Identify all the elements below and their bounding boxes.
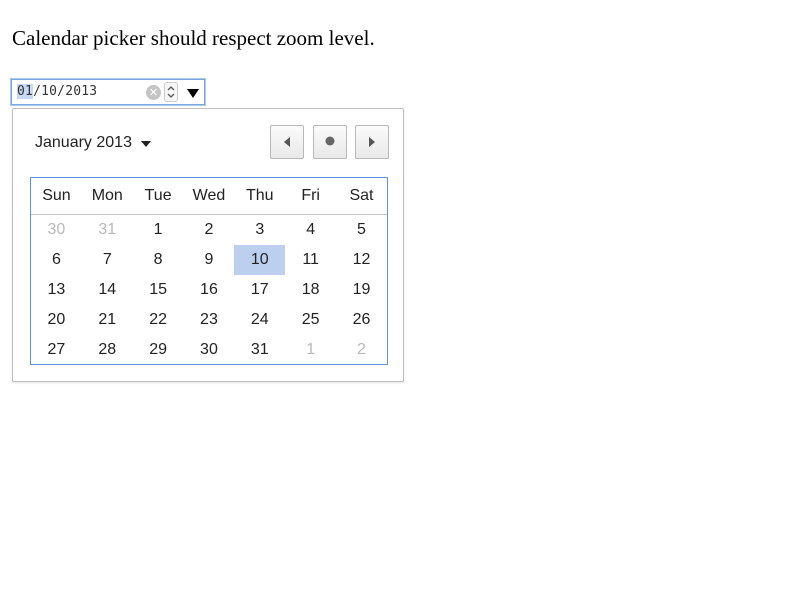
weekday-label: Tue	[144, 187, 172, 204]
weekday-header: Sun Mon Tue Wed Thu Fri Sat	[31, 178, 387, 215]
today-button[interactable]	[313, 125, 347, 159]
day-cell[interactable]: 6	[51, 251, 61, 268]
day-cell[interactable]: 2	[357, 341, 366, 358]
weekday-label: Mon	[91, 187, 123, 204]
day-cell[interactable]: 27	[47, 341, 66, 358]
week-row: 13 14 15 16 17 18 19	[31, 275, 387, 305]
day-cell[interactable]: 28	[98, 341, 117, 358]
day-cell[interactable]: 12	[352, 251, 371, 268]
day-cell[interactable]: 7	[102, 251, 112, 268]
day-cell[interactable]: 2	[204, 221, 214, 238]
weekday-label: Sun	[42, 187, 71, 204]
date-separator: /	[57, 84, 66, 99]
week-row: 30 31 1 2 3 4 5	[31, 215, 387, 245]
weekday-label: Sat	[349, 187, 374, 204]
day-cell[interactable]: 9	[204, 251, 214, 268]
day-cell[interactable]: 16	[200, 281, 218, 298]
calendar-days: 30 31 1 2 3 4 5 6 7 8 9 10 11 12 13 14 1…	[31, 215, 387, 365]
spin-button-icon[interactable]	[164, 82, 178, 102]
month-segment[interactable]: 01	[17, 84, 34, 99]
day-cell[interactable]: 21	[98, 311, 117, 328]
caret-down-icon	[140, 134, 151, 152]
day-cell[interactable]: 13	[47, 281, 66, 298]
day-cell[interactable]: 14	[98, 281, 117, 298]
week-row: 27 28 29 30 31 1 2	[31, 335, 387, 365]
weekday-label: Wed	[192, 187, 226, 204]
day-cell[interactable]: 22	[149, 311, 167, 328]
date-separator: /	[33, 84, 42, 99]
weekday-label: Thu	[246, 187, 274, 204]
selected-day-cell[interactable]: 10	[234, 245, 286, 275]
date-text[interactable]: 01/10/2013	[17, 84, 97, 99]
day-cell[interactable]: 31	[250, 341, 269, 358]
calendar-picker: January 2013 Sun Mon Tue Wed Thu Fri Sat	[12, 108, 404, 382]
week-row: 6 7 8 9 10 11 12	[31, 245, 387, 275]
date-input[interactable]: 01/10/2013 ✕	[11, 79, 205, 105]
day-cell[interactable]: 19	[352, 281, 371, 298]
day-cell[interactable]: 3	[255, 221, 265, 238]
calendar-grid[interactable]: Sun Mon Tue Wed Thu Fri Sat 30 31 1 2 3 …	[30, 177, 388, 365]
day-cell[interactable]: 23	[200, 311, 218, 328]
day-cell[interactable]: 18	[301, 281, 320, 298]
day-cell[interactable]: 25	[301, 311, 320, 328]
page-title: Calendar picker should respect zoom leve…	[12, 26, 375, 50]
month-year-label: January 2013	[35, 133, 132, 151]
triangle-right-icon	[369, 137, 375, 147]
day-cell[interactable]: 1	[306, 341, 316, 358]
day-cell[interactable]: 8	[153, 251, 163, 268]
next-month-button[interactable]	[355, 125, 389, 159]
day-cell[interactable]: 20	[47, 311, 66, 328]
day-cell[interactable]: 11	[302, 251, 319, 268]
dropdown-triangle-icon[interactable]	[186, 85, 200, 99]
day-cell[interactable]: 1	[153, 221, 163, 238]
day-cell[interactable]: 5	[357, 221, 366, 238]
day-cell[interactable]: 30	[200, 341, 218, 358]
week-row: 20 21 22 23 24 25 26	[31, 305, 387, 335]
triangle-left-icon	[284, 137, 290, 147]
month-year-selector[interactable]: January 2013	[35, 133, 151, 152]
weekday-label: Fri	[301, 187, 320, 204]
day-cell[interactable]: 24	[250, 311, 269, 328]
day-cell[interactable]: 30	[47, 221, 66, 238]
clear-icon[interactable]: ✕	[146, 85, 161, 100]
previous-month-button[interactable]	[270, 125, 304, 159]
day-cell[interactable]: 15	[149, 281, 167, 298]
day-cell[interactable]: 4	[306, 221, 316, 238]
year-segment[interactable]: 2013	[65, 84, 98, 99]
day-cell[interactable]: 26	[352, 311, 371, 328]
day-cell[interactable]: 17	[250, 281, 269, 298]
day-cell[interactable]: 31	[98, 221, 117, 238]
dot-icon	[325, 136, 335, 146]
day-segment[interactable]: 10	[41, 84, 58, 99]
day-cell[interactable]: 29	[149, 341, 167, 358]
